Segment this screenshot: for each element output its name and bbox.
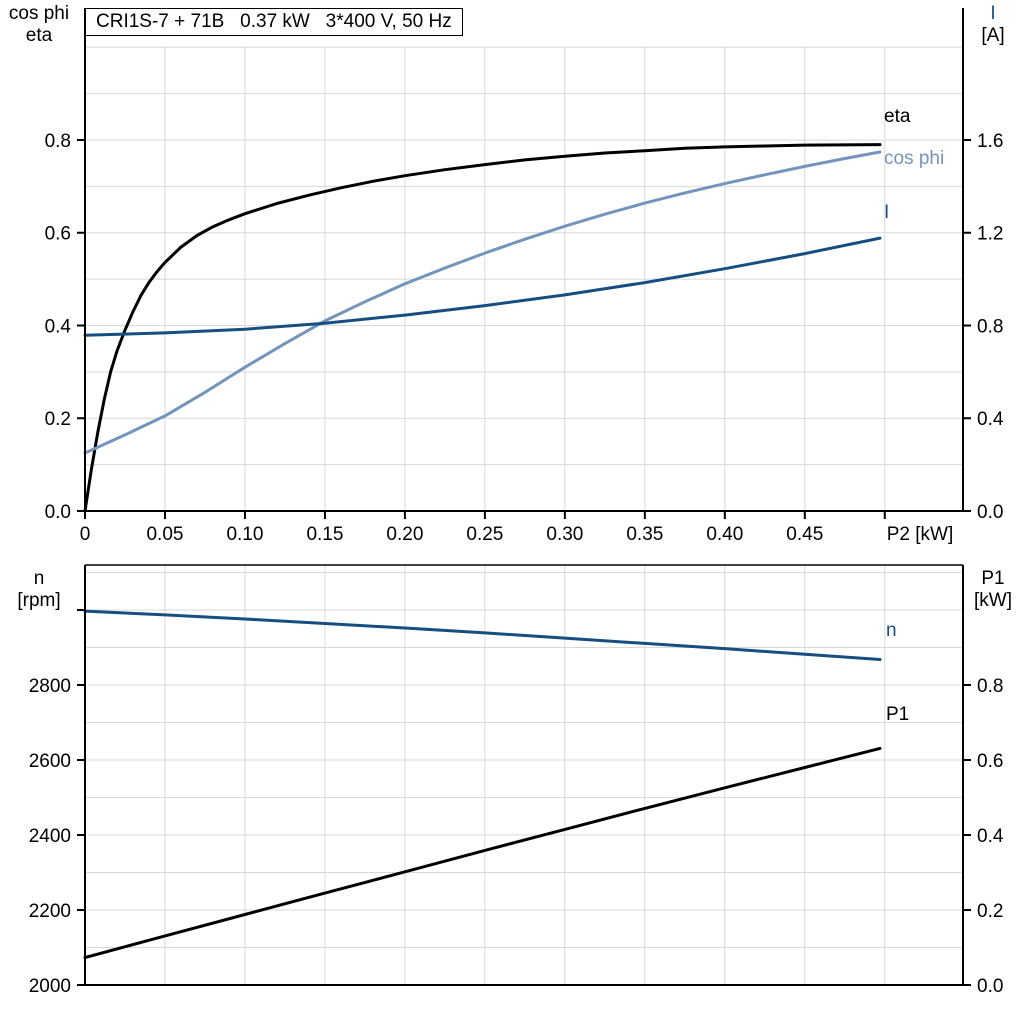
svg-text:2200: 2200 [29,901,71,922]
svg-text:1.2: 1.2 [977,224,1003,245]
svg-text:0.4: 0.4 [977,826,1004,847]
bottom-right-axis-label-unit-kw: [kW] [974,590,1012,611]
svg-text:0.0: 0.0 [45,502,71,523]
svg-text:0.25: 0.25 [466,524,503,545]
svg-text:0.8: 0.8 [977,316,1003,337]
svg-text:P2 [kW]: P2 [kW] [887,524,954,545]
curve-label-eta: eta [884,106,911,127]
svg-text:0.2: 0.2 [977,901,1003,922]
svg-text:0.6: 0.6 [45,224,71,245]
svg-text:2600: 2600 [29,751,71,772]
curve-label-cos-phi: cos phi [884,148,945,169]
top-left-axis-label-eta: eta [25,25,53,46]
top_chart-axes: 0.0 0.2 0.4 0.6 0.8 0.0 0.4 0.8 1.2 1.6 0 0.05 0.10 0… [45,8,1004,545]
top_chart-gridlines [85,46,963,511]
curve-P1 [83,746,882,960]
svg-text:0.8: 0.8 [977,676,1003,697]
bottom_chart-curves [83,609,882,960]
svg-text:0.30: 0.30 [546,524,583,545]
bottom_chart-axes: 2000 2200 2400 2600 2800 0.0 0.2 0.4 0.6 0.8 [29,564,1004,997]
svg-text:0.2: 0.2 [45,409,71,430]
bottom-right-axis-label-p1: P1 [981,568,1005,589]
svg-text:0.4: 0.4 [977,409,1004,430]
bottom-left-axis-label-n: n [33,568,45,589]
svg-text:0.20: 0.20 [386,524,423,545]
svg-text:0.05: 0.05 [146,524,183,545]
curve-label-n: n [886,620,897,641]
svg-text:0.0: 0.0 [977,502,1003,523]
top_chart-curves [83,143,882,513]
svg-text:0.40: 0.40 [706,524,743,545]
bottom_chart-gridlines [85,565,963,985]
curve-cos-phi [83,150,882,455]
curve-I [83,236,882,337]
svg-text:0.10: 0.10 [226,524,263,545]
bottom-left-axis-label-unit-rpm: [rpm] [17,590,61,611]
svg-text:0: 0 [80,524,91,545]
curve-eta [83,143,882,513]
svg-text:1.6: 1.6 [977,131,1003,152]
curve-n [83,609,882,661]
top-left-axis-label-cos-phi: cos phi [8,3,70,24]
svg-text:0.4: 0.4 [45,316,72,337]
svg-text:0.45: 0.45 [786,524,823,545]
svg-text:0.35: 0.35 [626,524,663,545]
top-right-axis-label-unit-amps: [A] [981,25,1005,46]
top-right-axis-label-current: I [990,3,996,24]
svg-text:0.15: 0.15 [306,524,343,545]
svg-text:0.8: 0.8 [45,131,71,152]
svg-text:0.0: 0.0 [977,976,1003,997]
svg-text:2800: 2800 [29,676,71,697]
curve-label-p1: P1 [886,704,910,725]
curve-label-current: I [884,202,890,223]
title-box: CRI1S-7 + 71B 0.37 kW 3*400 V, 50 Hz [85,8,463,36]
svg-text:2000: 2000 [29,976,71,997]
svg-text:2400: 2400 [29,826,71,847]
svg-text:0.6: 0.6 [977,751,1003,772]
